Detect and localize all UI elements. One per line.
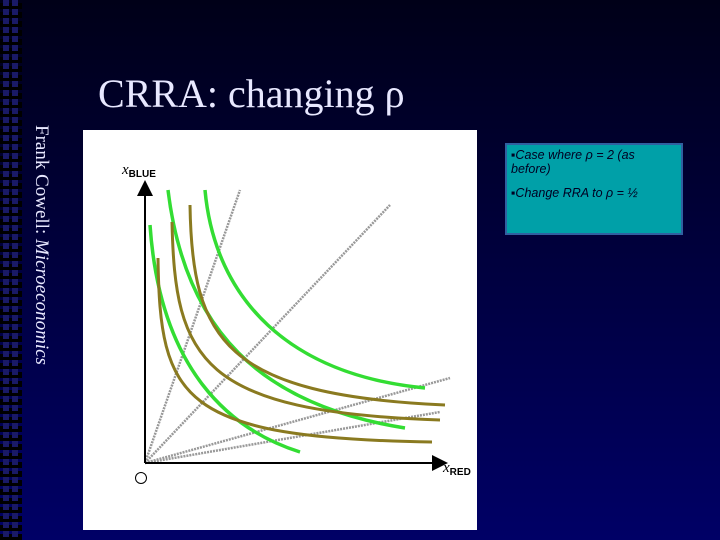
olive-curves (156, 204, 446, 444)
var: x (442, 460, 450, 476)
var: x (121, 162, 129, 178)
sub: RED (450, 467, 471, 478)
slide-title: CRRA: changing ρ (98, 71, 405, 116)
rays (143, 189, 451, 465)
sub: BLUE (129, 169, 157, 180)
note: ▪Case where ρ = 2 (as before) (511, 148, 635, 176)
origin (135, 472, 147, 484)
y-axis-label: xBLUE (121, 162, 156, 180)
note: ▪Change RRA to ρ = ½ (511, 186, 638, 200)
decor-strip (0, 0, 22, 540)
notes-box: ▪Case where ρ = 2 (as before) ▪Change RR… (505, 143, 683, 235)
x-axis-label: xRED (442, 460, 471, 478)
